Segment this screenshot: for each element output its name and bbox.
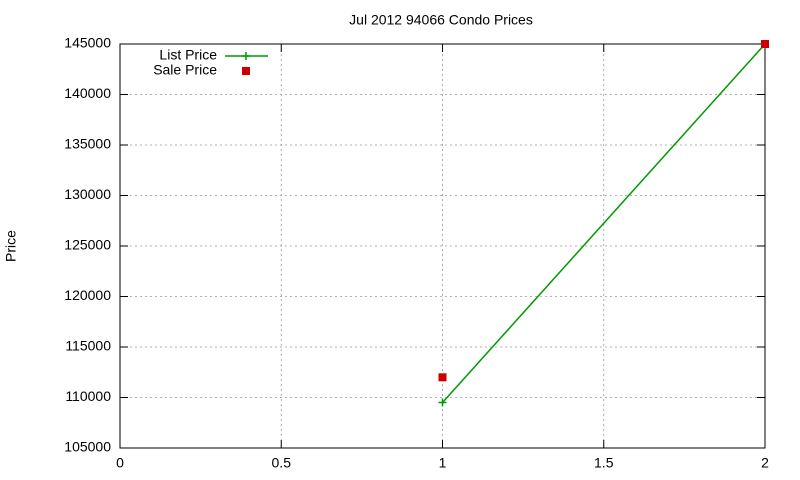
point [438, 398, 447, 407]
point [761, 40, 769, 48]
x-tick-label: 0.5 [272, 455, 292, 471]
x-tick-label: 2 [761, 455, 769, 471]
y-tick-label: 140000 [64, 85, 111, 101]
legend-marker [242, 67, 250, 75]
legend-label: Sale Price [153, 62, 217, 78]
series-line [441, 43, 766, 404]
y-tick-label: 130000 [64, 186, 111, 202]
x-tick-label: 0 [116, 455, 124, 471]
point [438, 373, 447, 382]
plot-frame [119, 43, 766, 449]
y-axis-label: Price [3, 230, 19, 262]
y-tick-label: 135000 [64, 136, 111, 152]
legend-label: List Price [159, 47, 217, 63]
y-tick-label: 120000 [64, 287, 111, 303]
legend-marker [242, 52, 250, 60]
y-tick-label: 125000 [64, 237, 111, 253]
x-tick-label: 1.5 [594, 455, 614, 471]
y-tick-label: 145000 [64, 35, 111, 51]
y-tick-label: 115000 [65, 338, 111, 354]
x-tick-label: 1 [439, 455, 447, 471]
y-tick-label: 105000 [64, 439, 111, 455]
y-tick-label: 110000 [65, 388, 111, 404]
chart-title: Jul 2012 94066 Condo Prices [349, 12, 533, 28]
